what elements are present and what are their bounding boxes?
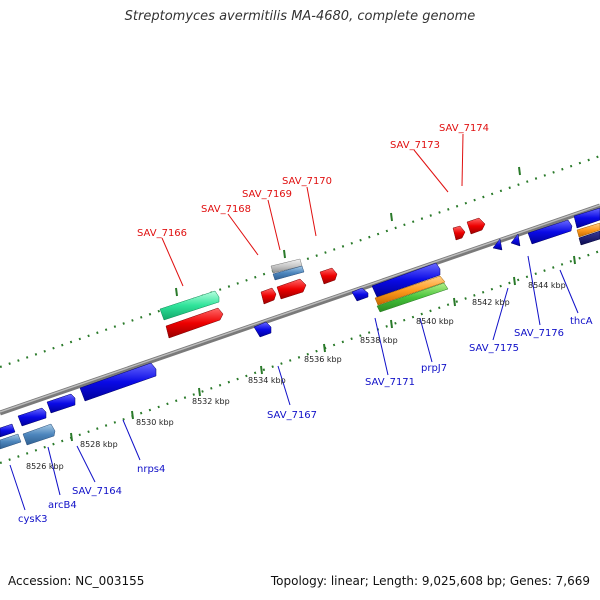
scale-label-8532: 8532 kbp — [192, 397, 230, 406]
gene-thca-blue[interactable] — [573, 207, 600, 229]
label-leaders-bottom — [9, 255, 579, 511]
label-sav7167: SAV_7167 — [267, 410, 317, 421]
scale-label-8538: 8538 kbp — [360, 336, 398, 345]
major-ticks — [70, 166, 576, 442]
gene-nrps4[interactable] — [79, 362, 157, 402]
label-sav7175: SAV_7175 — [469, 343, 519, 354]
label-sav7164: SAV_7164 — [72, 486, 122, 497]
gene-sav7171[interactable] — [371, 262, 441, 298]
gene-sav7166-red[interactable] — [165, 307, 224, 339]
label-arcb4: arcB4 — [48, 500, 77, 511]
label-nrps4: nrps4 — [137, 464, 165, 475]
gene-cysk3[interactable] — [0, 423, 16, 438]
gene-prpj7-green[interactable] — [376, 282, 449, 313]
label-sav7171: SAV_7171 — [365, 377, 415, 388]
genome-backbone-highlight — [0, 204, 600, 413]
gene-sav7167[interactable] — [253, 321, 272, 338]
gene-sav7166-mint[interactable] — [159, 290, 220, 321]
gene-sav7175b[interactable] — [510, 233, 521, 247]
scale-label-8542: 8542 kbp — [472, 298, 510, 307]
gene-sav7170b[interactable] — [351, 287, 369, 302]
label-cysk3: cysK3 — [18, 514, 48, 525]
label-sav7169: SAV_7169 — [242, 189, 292, 200]
gene-sav7175a[interactable] — [492, 238, 503, 251]
label-sav7173: SAV_7173 — [390, 140, 440, 151]
label-sav7174: SAV_7174 — [439, 123, 489, 134]
gene-sav7163[interactable] — [46, 393, 76, 414]
scale-label-8544: 8544 kbp — [528, 281, 566, 290]
gene-sav7173[interactable] — [452, 225, 466, 241]
gene-sav7176[interactable] — [527, 219, 573, 245]
map-title: Streptomyces avermitilis MA-4680, comple… — [124, 9, 476, 24]
gene-sav7174[interactable] — [466, 217, 486, 235]
gene-cysk3-steel[interactable] — [0, 433, 22, 450]
label-sav7168: SAV_7168 — [201, 204, 251, 215]
label-leaders-top — [161, 133, 464, 287]
gene-sav7168[interactable] — [260, 287, 277, 305]
bottom-tick-track — [0, 249, 600, 465]
gene-sav7169-steel[interactable] — [272, 265, 305, 281]
gene-prpj7-orange[interactable] — [374, 275, 446, 306]
label-prpj7: prpJ7 — [421, 363, 447, 374]
label-sav7176: SAV_7176 — [514, 328, 564, 339]
scale-label-8536: 8536 kbp — [304, 355, 342, 364]
gene-arcb4[interactable] — [22, 423, 56, 446]
scale-label-8528: 8528 kbp — [80, 440, 118, 449]
accession-label: Accession: NC_003155 — [8, 574, 145, 588]
gene-thca-orange[interactable] — [576, 222, 600, 238]
gene-sav7162[interactable] — [17, 407, 47, 427]
scale-label-8534: 8534 kbp — [248, 376, 286, 385]
topology-label: Topology: linear; Length: 9,025,608 bp; … — [270, 574, 590, 588]
label-thca: thcA — [570, 316, 593, 327]
gene-sav7170[interactable] — [319, 267, 338, 285]
label-sav7170: SAV_7170 — [282, 176, 332, 187]
scale-label-8530: 8530 kbp — [136, 418, 174, 427]
scale-label-8540: 8540 kbp — [416, 317, 454, 326]
genome-backbone — [0, 203, 600, 416]
gene-thca-navy[interactable] — [578, 230, 600, 246]
gene-sav7169[interactable] — [276, 278, 307, 300]
label-sav7166: SAV_7166 — [137, 228, 187, 239]
scale-label-8526: 8526 kbp — [26, 462, 64, 471]
